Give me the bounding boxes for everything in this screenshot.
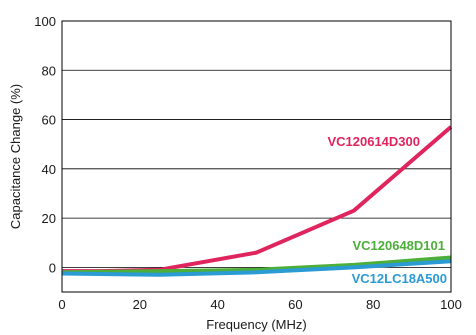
- series-lines: [61, 125, 453, 277]
- y-tick-labels: 0 20 40 60 80 100: [34, 14, 56, 275]
- series-label-2: VC12LC18A500: [352, 271, 447, 286]
- y-tick-label: 80: [42, 63, 56, 78]
- x-tick-label: 20: [133, 297, 147, 312]
- series-labels: VC120614D300 VC120648D101 VC12LC18A500: [327, 134, 447, 286]
- x-axis-label: Frequency (MHz): [206, 317, 306, 332]
- y-tick-label: 20: [42, 211, 56, 226]
- series-label-0: VC120614D300: [327, 134, 420, 149]
- x-tick-label: 40: [210, 297, 224, 312]
- y-tick-label: 100: [34, 14, 56, 29]
- y-tick-label: 40: [42, 162, 56, 177]
- x-tick-label: 0: [58, 297, 65, 312]
- series-line-1: [61, 255, 452, 275]
- y-tick-label: 0: [49, 260, 56, 275]
- x-tick-label: 100: [440, 297, 462, 312]
- series-label-1: VC120648D101: [352, 238, 445, 253]
- y-tick-label: 60: [42, 113, 56, 128]
- series-line-2: [61, 259, 452, 277]
- x-tick-label: 60: [288, 297, 302, 312]
- y-axis-label: Capacitance Change (%): [8, 84, 23, 229]
- x-tick-label: 80: [366, 297, 380, 312]
- plot-frame: [61, 20, 452, 293]
- x-tick-labels: 0 20 40 60 80 100: [58, 297, 461, 312]
